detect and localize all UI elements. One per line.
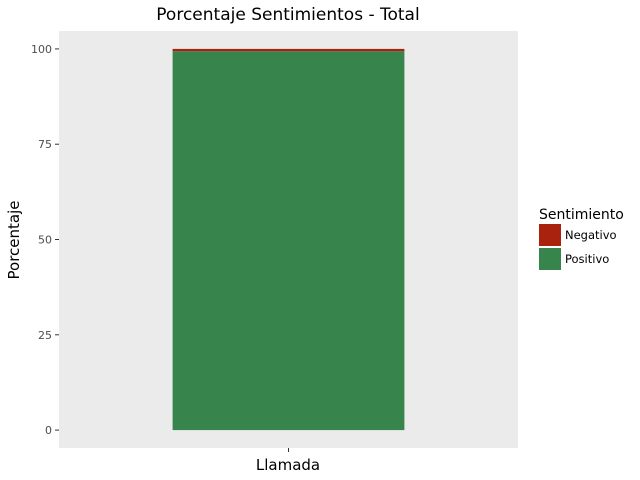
legend-label-negativo: Negativo	[565, 228, 617, 242]
y-tick-label: 100	[31, 43, 52, 56]
y-tick-label: 0	[45, 424, 52, 437]
legend-title: Sentimiento	[539, 207, 624, 223]
x-axis-label: Llamada	[256, 456, 320, 474]
legend-key-positivo	[539, 248, 561, 270]
legend-key-negativo	[539, 224, 561, 246]
legend: Sentimiento Negativo Positivo	[539, 207, 624, 270]
legend-label-positivo: Positivo	[565, 252, 609, 266]
bars	[172, 48, 405, 431]
y-tick-label: 25	[38, 329, 52, 342]
bar-segment-positivo	[172, 51, 405, 431]
y-tick-label: 50	[38, 234, 52, 247]
y-axis-label: Porcentaje	[5, 201, 23, 280]
y-axis: 0 25 50 75 100	[31, 43, 59, 437]
chart-title: Porcentaje Sentimientos - Total	[156, 5, 419, 25]
y-tick-label: 75	[38, 138, 52, 151]
bar-segment-negativo	[172, 48, 405, 52]
